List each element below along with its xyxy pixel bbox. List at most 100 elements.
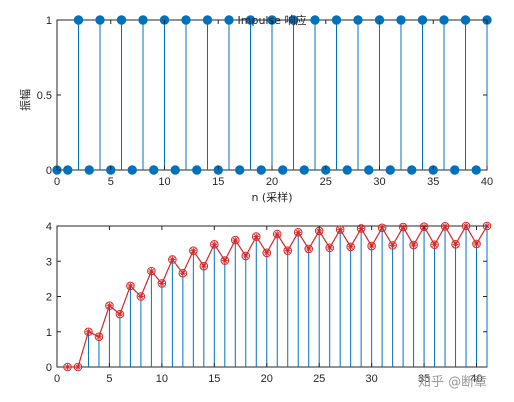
data-point (430, 240, 439, 249)
point-asterisk (148, 268, 154, 274)
point-circle (189, 246, 198, 255)
chart-title: Impulse 响应 (238, 13, 307, 27)
data-point (251, 232, 261, 241)
point-circle (272, 229, 282, 239)
stem-marker (364, 165, 374, 175)
point-circle (440, 222, 450, 231)
point-circle (168, 255, 177, 264)
point-asterisk (264, 250, 270, 256)
data-point (335, 225, 345, 234)
x-tick-label: 30 (373, 176, 385, 188)
point-circle (251, 232, 261, 241)
data-point (115, 309, 125, 319)
point-circle (157, 279, 167, 288)
point-circle (388, 241, 397, 250)
stem-marker (342, 165, 352, 175)
point-circle (230, 235, 240, 245)
data-point (94, 332, 104, 341)
point-asterisk (400, 224, 406, 230)
point-asterisk (243, 253, 249, 259)
stem-marker (170, 165, 180, 175)
point-asterisk (442, 223, 448, 229)
point-asterisk (65, 364, 70, 370)
point-asterisk (453, 241, 458, 247)
data-point (168, 255, 177, 264)
point-circle (126, 281, 135, 291)
y-axis-label: 振幅 (18, 89, 32, 111)
data-point (283, 246, 293, 255)
point-asterisk (432, 242, 437, 248)
x-tick-label: 20 (261, 373, 273, 385)
point-asterisk (107, 303, 112, 309)
data-point (178, 268, 188, 278)
data-point (440, 222, 450, 231)
point-circle (220, 256, 230, 265)
stem-marker (407, 165, 417, 175)
point-asterisk (474, 241, 479, 247)
point-circle (461, 221, 471, 231)
point-circle (367, 241, 376, 251)
stem-marker (256, 165, 266, 175)
stem-marker (138, 15, 148, 25)
stem-marker (278, 165, 288, 175)
ticks-group: 0 5 10 15 20 25 30 35 40 0 0.5 1 (37, 15, 493, 188)
point-circle (84, 327, 93, 337)
x-axis-label: n (采样) (251, 190, 292, 204)
data-point (84, 327, 93, 337)
point-asterisk (222, 258, 228, 263)
point-asterisk (190, 248, 196, 254)
point-asterisk (96, 334, 102, 340)
data-point (451, 240, 460, 249)
x-tick-label: 40 (470, 373, 482, 385)
x-tick-label: 35 (418, 373, 430, 385)
data-point (199, 261, 209, 271)
data-point (304, 244, 314, 254)
point-circle (105, 301, 114, 310)
y-tick-label: 0 (46, 362, 52, 374)
point-circle (377, 223, 387, 233)
point-circle (451, 240, 460, 249)
point-circle (210, 240, 219, 249)
data-point (409, 240, 418, 250)
stem-marker (439, 15, 449, 25)
stem-marker (84, 165, 94, 175)
point-circle (335, 225, 345, 234)
x-tick-label: 35 (427, 176, 439, 188)
point-circle (430, 240, 439, 249)
data-point (461, 221, 471, 231)
point-asterisk (306, 246, 312, 252)
x-tick-label: 25 (313, 373, 325, 385)
x-tick-label: 20 (266, 176, 278, 188)
data-point (356, 224, 366, 233)
point-asterisk (379, 225, 385, 231)
point-circle (136, 292, 146, 301)
stem-marker (127, 165, 137, 175)
ticks-group: 0 5 10 15 20 25 30 35 40 0 1 2 3 4 (46, 221, 487, 385)
point-circle (346, 242, 355, 252)
data-point (210, 240, 219, 249)
point-circle (283, 246, 293, 255)
point-asterisk (169, 257, 175, 262)
stem-marker (224, 15, 234, 25)
x-tick-label: 30 (366, 373, 378, 385)
point-asterisk (201, 263, 207, 269)
stem-marker (471, 165, 481, 175)
y-tick-label: 1 (46, 15, 52, 27)
stem-marker (95, 15, 105, 25)
stem-marker (450, 165, 460, 175)
point-circle (63, 362, 72, 372)
stem-marker (288, 15, 299, 25)
stem-marker (73, 15, 84, 25)
watermark: 知乎 @断章 (418, 374, 487, 390)
stem-marker (353, 15, 363, 25)
data-point (367, 241, 376, 251)
point-asterisk (295, 229, 301, 235)
point-asterisk (117, 311, 123, 317)
data-point (346, 242, 355, 252)
point-circle (262, 248, 272, 258)
point-asterisk (411, 242, 417, 248)
point-circle (304, 244, 314, 254)
x-tick-label: 25 (320, 176, 332, 188)
